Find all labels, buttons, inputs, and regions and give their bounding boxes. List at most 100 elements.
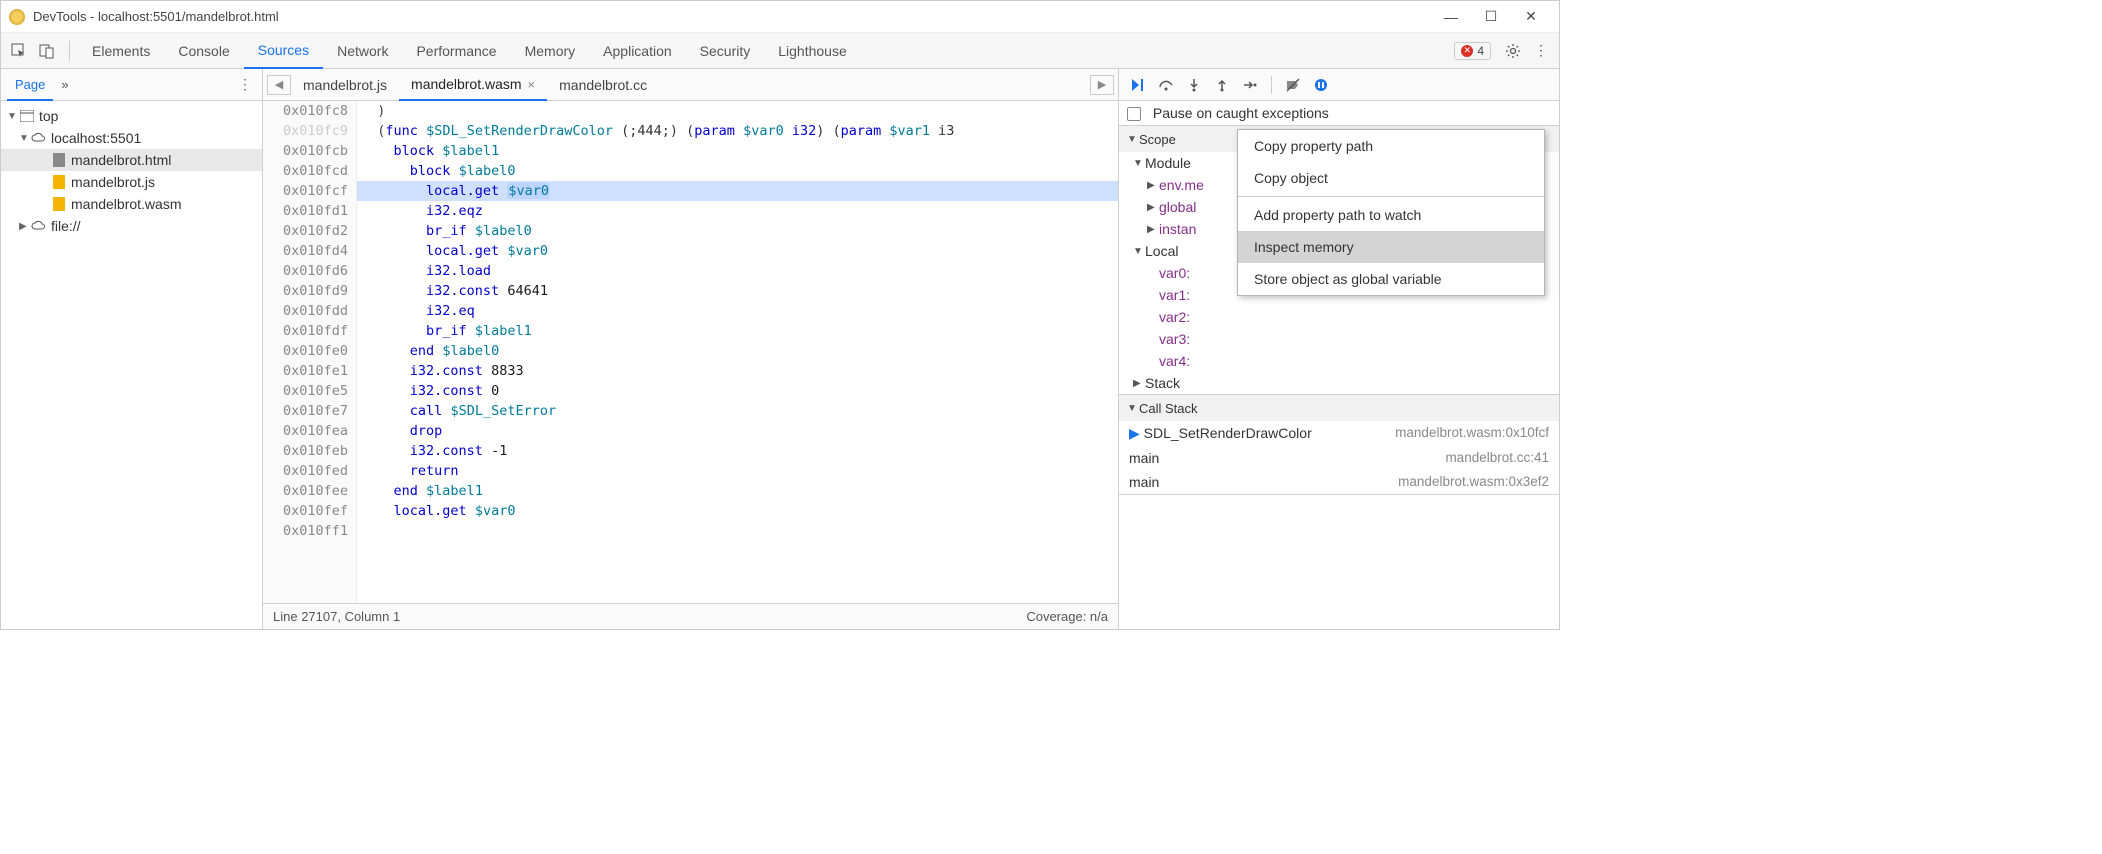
code-line[interactable]: br_if $label0 [357, 221, 1118, 241]
debugger-toolbar [1119, 69, 1559, 101]
tree-top-frame[interactable]: ▼ top [1, 105, 262, 127]
main-tab-lighthouse[interactable]: Lighthouse [764, 33, 861, 69]
callstack-frame[interactable]: ▶ SDL_SetRenderDrawColormandelbrot.wasm:… [1119, 421, 1559, 446]
callstack-pane: ▼Call Stack ▶ SDL_SetRenderDrawColormand… [1119, 395, 1559, 495]
settings-gear-icon[interactable] [1499, 37, 1527, 65]
context-menu-item[interactable]: Copy property path [1238, 130, 1544, 162]
step-into-button[interactable] [1183, 74, 1205, 96]
close-window-button[interactable]: ✕ [1511, 8, 1551, 25]
step-over-button[interactable] [1155, 74, 1177, 96]
file-tree: ▼ top ▼ localhost:5501 mandelbrot.html m… [1, 101, 262, 629]
code-line[interactable]: local.get $var0 [357, 501, 1118, 521]
navigator-header: Page » ⋮ [1, 69, 262, 101]
code-line[interactable]: local.get $var0 [357, 181, 1118, 201]
editor-tab[interactable]: mandelbrot.wasm× [399, 69, 547, 101]
more-menu-icon[interactable]: ⋮ [1527, 37, 1555, 65]
deactivate-breakpoints-button[interactable] [1282, 74, 1304, 96]
callstack-frame[interactable]: mainmandelbrot.wasm:0x3ef2 [1119, 470, 1559, 494]
context-menu-item[interactable]: Copy object [1238, 162, 1544, 194]
device-toolbar-icon[interactable] [33, 37, 61, 65]
scope-local-var[interactable]: var3: [1119, 328, 1559, 350]
code-line[interactable] [357, 521, 1118, 541]
editor-nav-back-icon[interactable]: ◀ [267, 75, 291, 95]
menu-separator [1238, 196, 1544, 197]
file-icon [51, 196, 67, 212]
main-tab-elements[interactable]: Elements [78, 33, 164, 69]
tree-file-scheme[interactable]: ▶ file:// [1, 215, 262, 237]
debugger-panel: Pause on caught exceptions ▼Scope ▼Modul… [1119, 69, 1559, 629]
status-coverage: Coverage: n/a [1026, 609, 1108, 624]
error-icon: ✕ [1461, 45, 1473, 57]
editor-tab[interactable]: mandelbrot.js [291, 69, 399, 101]
error-count: 4 [1477, 44, 1484, 58]
editor-statusbar: Line 27107, Column 1 Coverage: n/a [263, 603, 1118, 629]
pause-exceptions-button[interactable] [1310, 74, 1332, 96]
code-line[interactable]: (func $SDL_SetRenderDrawColor (;444;) (p… [357, 121, 1118, 141]
context-menu-item[interactable]: Add property path to watch [1238, 199, 1544, 231]
tree-file-wasm[interactable]: mandelbrot.wasm [1, 193, 262, 215]
step-out-button[interactable] [1211, 74, 1233, 96]
scope-local-var[interactable]: var2: [1119, 306, 1559, 328]
navigator-more-icon[interactable]: ⋮ [234, 76, 256, 93]
error-count-badge[interactable]: ✕ 4 [1454, 42, 1491, 60]
tree-file-html[interactable]: mandelbrot.html [1, 149, 262, 171]
close-tab-icon[interactable]: × [528, 77, 536, 92]
minimize-button[interactable]: — [1431, 9, 1471, 25]
code-line[interactable]: i32.eq [357, 301, 1118, 321]
editor-code[interactable]: ) (func $SDL_SetRenderDrawColor (;444;) … [357, 101, 1118, 603]
context-menu-item[interactable]: Inspect memory [1238, 231, 1544, 263]
main-tab-sources[interactable]: Sources [244, 33, 323, 69]
code-line[interactable]: i32.eqz [357, 201, 1118, 221]
code-line[interactable]: block $label0 [357, 161, 1118, 181]
main-tab-security[interactable]: Security [686, 33, 765, 69]
file-icon [51, 174, 67, 190]
resume-button[interactable] [1127, 74, 1149, 96]
inspect-element-icon[interactable] [5, 37, 33, 65]
code-line[interactable]: call $SDL_SetError [357, 401, 1118, 421]
navigator-tab-page[interactable]: Page [7, 69, 53, 101]
code-line[interactable]: i32.load [357, 261, 1118, 281]
code-line[interactable]: drop [357, 421, 1118, 441]
tree-file-js[interactable]: mandelbrot.js [1, 171, 262, 193]
callstack-header[interactable]: ▼Call Stack [1119, 395, 1559, 421]
pause-caught-label: Pause on caught exceptions [1153, 105, 1329, 121]
code-line[interactable]: return [357, 461, 1118, 481]
editor-nav-fwd-icon[interactable]: ▶ [1090, 75, 1114, 95]
devtools-window: DevTools - localhost:5501/mandelbrot.htm… [0, 0, 1560, 630]
code-line[interactable]: end $label0 [357, 341, 1118, 361]
code-line[interactable]: br_if $label1 [357, 321, 1118, 341]
main-tab-network[interactable]: Network [323, 33, 402, 69]
maximize-button[interactable]: ☐ [1471, 8, 1511, 25]
code-line[interactable]: end $label1 [357, 481, 1118, 501]
pause-exceptions-pane: Pause on caught exceptions [1119, 101, 1559, 126]
editor[interactable]: 0x010fc80x010fc90x010fcb0x010fcd0x010fcf… [263, 101, 1118, 603]
divider [1271, 76, 1272, 94]
frame-location: mandelbrot.wasm:0x10fcf [1395, 425, 1549, 440]
code-line[interactable]: ) [357, 101, 1118, 121]
code-line[interactable]: i32.const -1 [357, 441, 1118, 461]
tree-host[interactable]: ▼ localhost:5501 [1, 127, 262, 149]
context-menu: Copy property pathCopy object Add propert… [1237, 129, 1545, 296]
context-menu-item[interactable]: Store object as global variable [1238, 263, 1544, 295]
frame-location: mandelbrot.cc:41 [1445, 450, 1549, 465]
cloud-icon [31, 130, 47, 146]
pause-caught-checkbox[interactable] [1127, 107, 1141, 121]
main-tab-performance[interactable]: Performance [402, 33, 510, 69]
main-tab-memory[interactable]: Memory [511, 33, 590, 69]
step-button[interactable] [1239, 74, 1261, 96]
callstack-frame[interactable]: mainmandelbrot.cc:41 [1119, 446, 1559, 470]
status-position: Line 27107, Column 1 [273, 609, 400, 624]
file-icon [51, 152, 67, 168]
code-line[interactable]: local.get $var0 [357, 241, 1118, 261]
code-line[interactable]: i32.const 8833 [357, 361, 1118, 381]
scope-local-var[interactable]: var4: [1119, 350, 1559, 372]
editor-tab[interactable]: mandelbrot.cc [547, 69, 659, 101]
navigator-tab-more[interactable]: » [53, 69, 76, 101]
code-line[interactable]: i32.const 64641 [357, 281, 1118, 301]
editor-tabs: ◀ mandelbrot.jsmandelbrot.wasm×mandelbro… [263, 69, 1118, 101]
scope-stack[interactable]: ▶Stack [1119, 372, 1559, 394]
code-line[interactable]: block $label1 [357, 141, 1118, 161]
main-tab-application[interactable]: Application [589, 33, 686, 69]
code-line[interactable]: i32.const 0 [357, 381, 1118, 401]
main-tab-console[interactable]: Console [164, 33, 243, 69]
